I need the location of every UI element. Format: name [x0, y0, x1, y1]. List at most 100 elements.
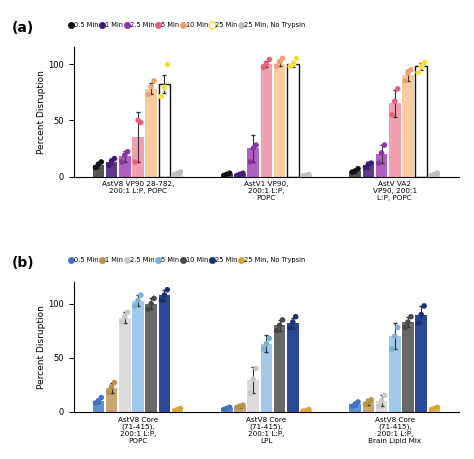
Point [279, 316, 286, 324]
Bar [428, 409, 440, 412]
Bar [221, 409, 233, 412]
Point [108, 157, 115, 164]
Point [420, 302, 428, 309]
Point [351, 167, 359, 174]
Bar [106, 388, 118, 412]
Point [348, 168, 356, 176]
Point [428, 406, 435, 413]
Point [118, 319, 126, 326]
Point [305, 406, 313, 413]
Point [118, 158, 126, 166]
Point [134, 117, 142, 124]
Point [407, 66, 415, 73]
Point [158, 92, 165, 99]
Point [252, 365, 260, 372]
Point [286, 324, 294, 331]
Point [246, 390, 254, 397]
Point [260, 64, 267, 71]
Bar [415, 314, 427, 412]
Point [134, 297, 142, 304]
Point [137, 119, 145, 126]
Point [292, 55, 300, 62]
Point [348, 403, 356, 410]
Bar [146, 304, 157, 412]
Point [110, 379, 118, 386]
Point [249, 145, 257, 152]
Point [276, 58, 283, 66]
Bar [146, 89, 157, 177]
Point [401, 324, 409, 331]
Point [177, 405, 184, 412]
Bar [376, 401, 387, 412]
Point [434, 169, 441, 177]
Point [131, 302, 139, 309]
Point [110, 155, 118, 162]
Point [263, 340, 270, 347]
Point [375, 159, 383, 167]
Point [236, 403, 244, 410]
Point [137, 291, 145, 299]
Point [388, 346, 396, 353]
Point [407, 313, 415, 320]
Point [220, 172, 228, 179]
Bar [119, 318, 130, 412]
Point [105, 389, 112, 396]
Point [91, 399, 99, 407]
Point [391, 332, 399, 340]
Point [223, 171, 230, 178]
Point [260, 346, 267, 353]
Point [263, 60, 270, 67]
Point [305, 171, 313, 178]
Bar [300, 175, 312, 177]
Point [158, 297, 165, 304]
Point [161, 83, 168, 90]
Point [220, 406, 228, 413]
Point [418, 62, 425, 70]
Point [95, 161, 102, 168]
Point [164, 60, 171, 67]
Point [354, 165, 362, 173]
Point [98, 158, 105, 166]
Point [362, 400, 369, 408]
Point [404, 319, 412, 326]
Bar [247, 148, 259, 177]
Point [302, 172, 310, 179]
Point [226, 169, 234, 177]
Point [105, 162, 112, 169]
Point [249, 375, 257, 383]
Bar [221, 174, 233, 177]
Point [252, 141, 260, 149]
Point [276, 322, 283, 329]
Point [108, 383, 115, 391]
Point [164, 286, 171, 293]
Point [302, 407, 310, 414]
Bar [261, 64, 272, 177]
Point [145, 91, 152, 98]
Bar [106, 162, 118, 177]
Bar [287, 64, 299, 177]
Point [233, 403, 241, 411]
Point [124, 309, 131, 316]
Point [246, 158, 254, 166]
Point [415, 68, 422, 76]
Point [362, 164, 369, 171]
Bar [274, 325, 285, 412]
Point [236, 171, 244, 178]
Point [299, 408, 307, 415]
Point [415, 319, 422, 327]
Point [174, 169, 182, 177]
Point [161, 291, 168, 299]
Bar [287, 323, 299, 412]
Point [273, 62, 281, 70]
Bar [261, 344, 272, 412]
Point [171, 407, 179, 414]
Point [428, 172, 435, 179]
Point [391, 97, 399, 105]
Point [150, 295, 158, 302]
Point [365, 398, 372, 406]
Point [378, 397, 385, 404]
Bar [172, 173, 183, 177]
Point [420, 58, 428, 66]
Y-axis label: Percent Disruption: Percent Disruption [36, 305, 46, 389]
Bar [349, 171, 361, 177]
